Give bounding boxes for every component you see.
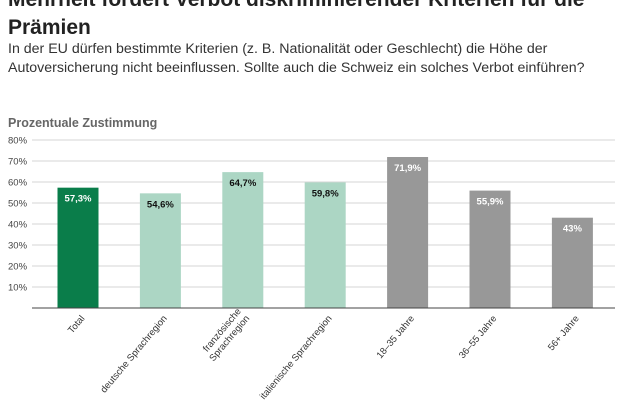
y-tick-label: 80% bbox=[8, 136, 28, 147]
data-label: 71,9% bbox=[394, 163, 421, 174]
y-tick-label: 30% bbox=[8, 241, 28, 252]
data-label: 43% bbox=[563, 224, 583, 235]
y-axis-ticks: 10% 20% 30% 40% 50% 60% 70% 80% bbox=[8, 136, 28, 294]
bar bbox=[139, 193, 181, 308]
x-axis-labels: Total deutsche Sprachregion französischeSp… bbox=[66, 306, 582, 401]
x-tick-label: 18–35 Jahre bbox=[375, 313, 417, 361]
data-label: 64,7% bbox=[229, 178, 256, 189]
data-label: 59,8% bbox=[312, 188, 339, 199]
data-labels: 57,3% 54,6% 64,7% 59,8% 71,9% 55,9% 43% bbox=[65, 163, 583, 235]
chart-label: Prozentuale Zustimmung bbox=[8, 116, 158, 130]
data-label: 55,9% bbox=[477, 197, 504, 208]
x-tick-label: deutsche Sprachregion bbox=[99, 313, 170, 395]
bar bbox=[57, 187, 99, 308]
data-label: 54,6% bbox=[147, 199, 174, 210]
x-tick-label-line: italienische Sprachregion bbox=[258, 313, 335, 401]
y-tick-label: 70% bbox=[8, 157, 28, 168]
x-tick-label: 56+ Jahre bbox=[546, 313, 582, 353]
bar bbox=[551, 217, 593, 308]
x-tick-label: 36–55 Jahre bbox=[457, 313, 499, 361]
bars bbox=[57, 157, 593, 308]
x-tick-label-line: 56+ Jahre bbox=[546, 313, 582, 353]
x-tick-label: Total bbox=[66, 313, 87, 335]
x-tick-label-line: 18–35 Jahre bbox=[375, 313, 417, 361]
x-tick-label: italienische Sprachregion bbox=[258, 313, 335, 401]
y-tick-label: 50% bbox=[8, 199, 28, 210]
chart-subtitle: In der EU dürfen bestimmte Kriterien (z.… bbox=[8, 41, 585, 76]
bar bbox=[304, 182, 346, 308]
y-tick-label: 40% bbox=[8, 220, 28, 231]
y-tick-label: 20% bbox=[8, 262, 28, 273]
bar bbox=[469, 190, 511, 308]
y-tick-label: 10% bbox=[8, 283, 28, 294]
y-tick-label: 60% bbox=[8, 178, 28, 189]
x-tick-label-line: deutsche Sprachregion bbox=[99, 313, 170, 395]
bar bbox=[387, 157, 429, 308]
x-tick-label-line: 36–55 Jahre bbox=[457, 313, 499, 361]
bar bbox=[222, 172, 264, 308]
chart-title: Mehrheit fordert Verbot diskriminierende… bbox=[8, 0, 584, 39]
data-label: 57,3% bbox=[65, 194, 92, 205]
x-tick-label-line: Total bbox=[66, 313, 87, 335]
